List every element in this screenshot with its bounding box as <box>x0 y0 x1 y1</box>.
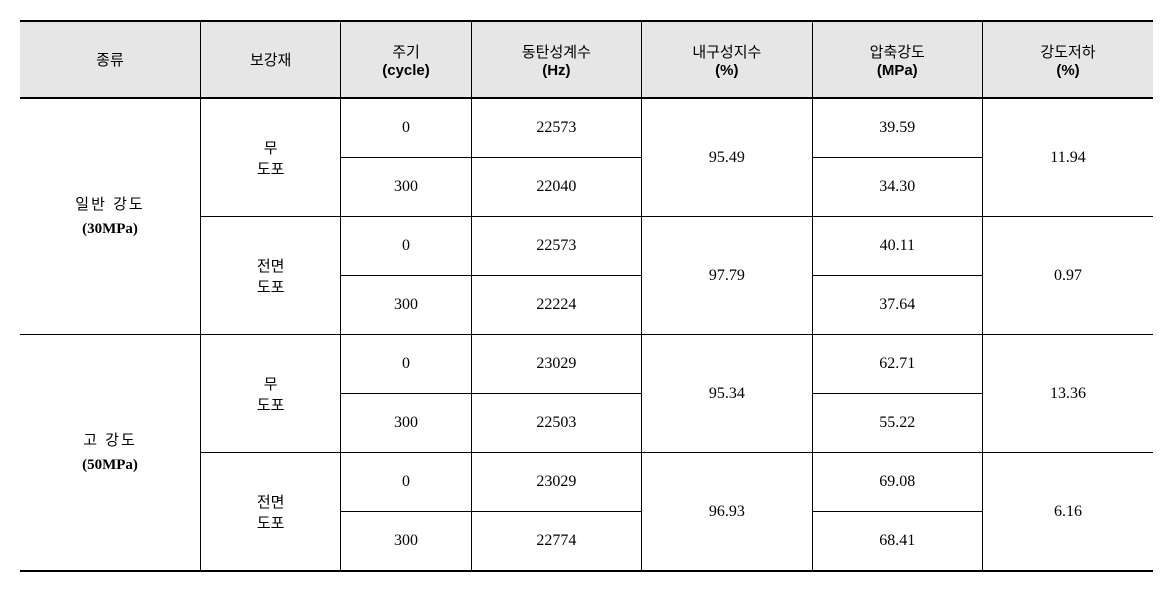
hz-cell: 22573 <box>471 98 641 158</box>
comp-cell: 37.64 <box>812 276 982 335</box>
col-header-strength-loss: 강도저하(%) <box>982 21 1153 98</box>
hz-cell: 22224 <box>471 276 641 335</box>
col-header-cycle: 주기(cycle) <box>341 21 471 98</box>
header-row: 종류 보강재 주기(cycle) 동탄성계수(Hz) 내구성지수(%) 압축강도… <box>20 21 1153 98</box>
strength-loss-cell: 0.97 <box>982 217 1153 335</box>
cycle-cell: 0 <box>341 98 471 158</box>
hz-cell: 23029 <box>471 453 641 512</box>
strength-loss-cell: 11.94 <box>982 98 1153 217</box>
col-header-compressive: 압축강도(MPa) <box>812 21 982 98</box>
hz-cell: 23029 <box>471 335 641 394</box>
table-row: 고 강도 (50MPa) 무도포 0 23029 95.34 62.71 13.… <box>20 335 1153 394</box>
cycle-cell: 300 <box>341 512 471 572</box>
cycle-cell: 300 <box>341 394 471 453</box>
hz-cell: 22040 <box>471 158 641 217</box>
reinforcement-cell: 전면도포 <box>200 453 340 572</box>
comp-cell: 69.08 <box>812 453 982 512</box>
category-cell: 일반 강도 (30MPa) <box>20 98 200 335</box>
comp-cell: 68.41 <box>812 512 982 572</box>
hz-cell: 22503 <box>471 394 641 453</box>
reinforcement-cell: 무도포 <box>200 335 340 453</box>
reinforcement-cell: 전면도포 <box>200 217 340 335</box>
cycle-cell: 300 <box>341 276 471 335</box>
durability-cell: 96.93 <box>642 453 812 572</box>
comp-cell: 62.71 <box>812 335 982 394</box>
table-body: 일반 강도 (30MPa) 무도포 0 22573 95.49 39.59 11… <box>20 98 1153 571</box>
comp-cell: 40.11 <box>812 217 982 276</box>
col-header-reinforcement: 보강재 <box>200 21 340 98</box>
category-cell: 고 강도 (50MPa) <box>20 335 200 572</box>
durability-cell: 95.34 <box>642 335 812 453</box>
comp-cell: 55.22 <box>812 394 982 453</box>
col-header-type: 종류 <box>20 21 200 98</box>
comp-cell: 34.30 <box>812 158 982 217</box>
col-header-durability: 내구성지수(%) <box>642 21 812 98</box>
cycle-cell: 0 <box>341 453 471 512</box>
col-header-dynamic-modulus: 동탄성계수(Hz) <box>471 21 641 98</box>
cycle-cell: 0 <box>341 217 471 276</box>
table-row: 일반 강도 (30MPa) 무도포 0 22573 95.49 39.59 11… <box>20 98 1153 158</box>
data-table: 종류 보강재 주기(cycle) 동탄성계수(Hz) 내구성지수(%) 압축강도… <box>20 20 1153 572</box>
hz-cell: 22573 <box>471 217 641 276</box>
cycle-cell: 0 <box>341 335 471 394</box>
reinforcement-cell: 무도포 <box>200 98 340 217</box>
hz-cell: 22774 <box>471 512 641 572</box>
durability-cell: 95.49 <box>642 98 812 217</box>
cycle-cell: 300 <box>341 158 471 217</box>
strength-loss-cell: 6.16 <box>982 453 1153 572</box>
durability-cell: 97.79 <box>642 217 812 335</box>
comp-cell: 39.59 <box>812 98 982 158</box>
strength-loss-cell: 13.36 <box>982 335 1153 453</box>
